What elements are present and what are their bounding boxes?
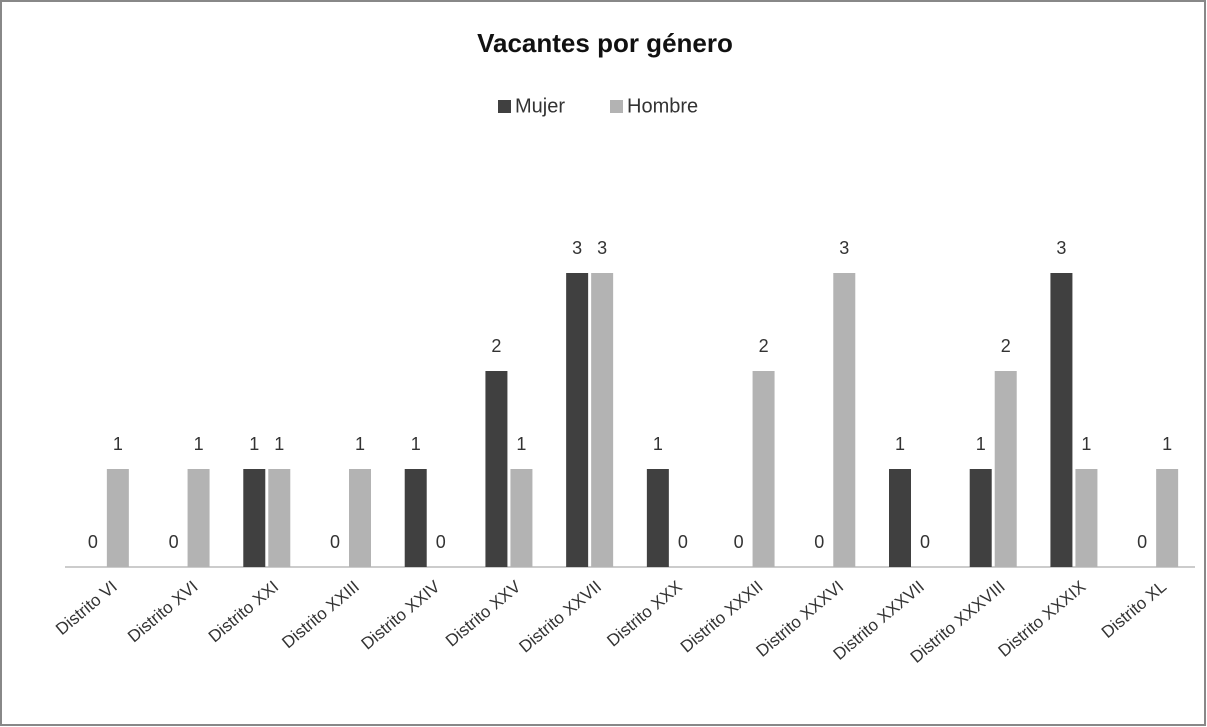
data-label: 0 bbox=[169, 532, 179, 552]
bar bbox=[646, 469, 669, 567]
data-label: 0 bbox=[734, 532, 744, 552]
bar bbox=[591, 273, 614, 567]
legend-swatch bbox=[498, 100, 511, 113]
bar bbox=[349, 469, 371, 567]
bar bbox=[268, 469, 291, 567]
bar bbox=[833, 273, 856, 567]
legend-label: Hombre bbox=[627, 95, 698, 117]
data-label: 3 bbox=[1056, 238, 1066, 258]
bar bbox=[969, 469, 992, 567]
bar bbox=[1075, 469, 1098, 567]
legend-label: Mujer bbox=[515, 95, 565, 117]
data-label: 1 bbox=[249, 434, 259, 454]
data-label: 1 bbox=[274, 434, 284, 454]
data-label: 2 bbox=[491, 336, 501, 356]
data-label: 3 bbox=[572, 238, 582, 258]
bar bbox=[1156, 469, 1179, 567]
bar bbox=[510, 469, 533, 567]
bar bbox=[404, 469, 427, 567]
bar bbox=[994, 371, 1017, 567]
chart-title: Vacantes por género bbox=[477, 28, 733, 58]
data-label: 2 bbox=[1001, 336, 1011, 356]
bar bbox=[752, 371, 775, 567]
data-label: 1 bbox=[976, 434, 986, 454]
bar bbox=[889, 469, 911, 567]
data-label: 1 bbox=[355, 434, 365, 454]
data-label: 3 bbox=[839, 238, 849, 258]
data-label: 1 bbox=[411, 434, 421, 454]
legend: Mujer Hombre bbox=[498, 95, 698, 117]
data-label: 1 bbox=[653, 434, 663, 454]
data-label: 1 bbox=[113, 434, 123, 454]
data-label: 0 bbox=[436, 532, 446, 552]
legend-swatch bbox=[610, 100, 623, 113]
data-label: 1 bbox=[194, 434, 204, 454]
data-label: 0 bbox=[88, 532, 98, 552]
data-label: 1 bbox=[1081, 434, 1091, 454]
bar bbox=[243, 469, 266, 567]
bar bbox=[106, 469, 129, 567]
bar bbox=[566, 273, 589, 567]
data-label: 1 bbox=[895, 434, 905, 454]
data-label: 2 bbox=[759, 336, 769, 356]
data-label: 0 bbox=[814, 532, 824, 552]
data-label: 3 bbox=[597, 238, 607, 258]
bar bbox=[485, 371, 508, 567]
bar bbox=[187, 469, 210, 567]
data-label: 0 bbox=[920, 532, 930, 552]
data-label: 0 bbox=[678, 532, 688, 552]
data-label: 1 bbox=[516, 434, 526, 454]
data-label: 1 bbox=[1162, 434, 1172, 454]
data-label: 0 bbox=[1137, 532, 1147, 552]
bar bbox=[1050, 273, 1073, 567]
data-label: 0 bbox=[330, 532, 340, 552]
